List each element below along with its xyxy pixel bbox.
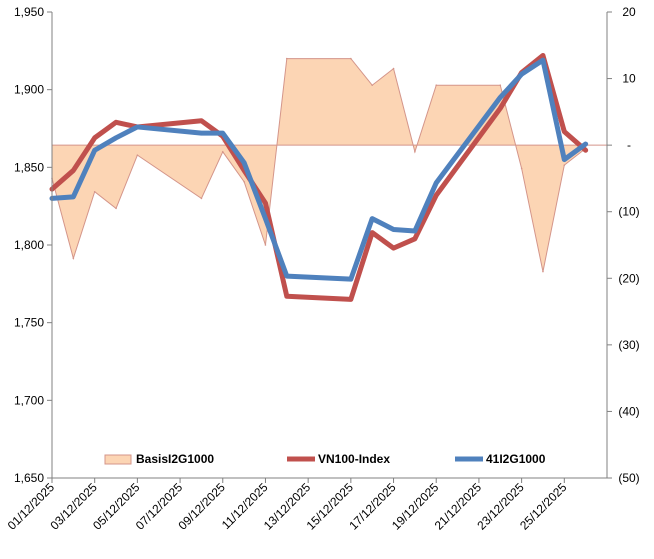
legend: BasisI2G1000 VN100-Index 41I2G1000 [104, 452, 546, 466]
41i2g1000-point [435, 182, 437, 184]
y-right-tick-label: (20) [618, 271, 639, 285]
vn100-index-point [94, 137, 96, 139]
vn100-index-point [371, 232, 373, 234]
basis-point [499, 84, 502, 87]
basis-point [542, 270, 544, 273]
y-left-tick-label: 1,800 [14, 238, 44, 252]
legend-label-41i2g1000: 41I2G1000 [486, 452, 546, 466]
41i2g1000-point [542, 59, 544, 61]
vn100-index-point [72, 169, 74, 171]
y-right-tick-label: (50) [618, 471, 639, 485]
basis-point [414, 151, 416, 153]
vn100-index-point [115, 121, 117, 123]
y-left-tick-label: 1,900 [14, 83, 44, 97]
41i2g1000-point [521, 73, 523, 75]
basis-point [350, 57, 352, 60]
41i2g1000-point [115, 137, 117, 139]
41i2g1000-point [136, 126, 138, 128]
vn100-index-point [264, 202, 266, 204]
y-right-tick-label: - [627, 138, 631, 152]
x-tick-label: 25/12/2025 [517, 480, 570, 533]
basis-point [264, 244, 267, 246]
vn100-index-point [435, 194, 437, 196]
basis-point [72, 257, 75, 260]
41i2g1000-point [264, 218, 266, 220]
series-lines-layer [49, 52, 589, 302]
legend-label-vn100-index: VN100-Index [318, 452, 390, 466]
basis-point [221, 151, 224, 153]
vn100-index-point [414, 238, 416, 240]
basis-point [563, 164, 566, 166]
vn100-index-point [499, 107, 501, 109]
y-left-tick-label: 1,750 [14, 316, 44, 330]
basis-point [520, 167, 523, 170]
vn100-index-point [286, 295, 288, 297]
41i2g1000-point [393, 228, 395, 230]
y-left-tick-label: 1,700 [14, 393, 44, 407]
41i2g1000-point [350, 278, 352, 280]
y-left-tick-label: 1,950 [14, 5, 44, 19]
41i2g1000-point [200, 132, 202, 134]
y-left-tick-label: 1,850 [14, 160, 44, 174]
legend-swatch-basisi2g1000 [104, 454, 132, 465]
basis-area-edge [51, 58, 586, 272]
y-right-tick-label: 10 [622, 72, 636, 86]
y-right-tick-label: 20 [622, 5, 636, 19]
41i2g1000-point [414, 230, 416, 232]
basis-point [371, 84, 373, 87]
basis-area-layer [51, 57, 587, 273]
legend-label-basisi2g1000: BasisI2G1000 [136, 452, 214, 466]
41i2g1000-line [49, 57, 589, 282]
vn100-index-point [585, 149, 587, 151]
vn100-index-point [563, 131, 565, 133]
41i2g1000-point [499, 96, 501, 98]
basis-point [243, 180, 245, 183]
y-right-tick-label: (30) [618, 338, 639, 352]
basis-point [93, 190, 96, 193]
41i2g1000-point [286, 275, 288, 277]
basis-point [286, 57, 288, 60]
basis-point [392, 67, 395, 70]
basis-point [115, 207, 117, 210]
y-right-tick-label: (40) [618, 404, 639, 418]
vn100-index-point [350, 298, 352, 300]
41i2g1000-point [243, 162, 245, 164]
vn100-index-point [393, 247, 395, 249]
basis-point [200, 197, 203, 200]
basis-point [435, 84, 438, 87]
basis-area [52, 58, 586, 272]
basis-point [136, 154, 139, 156]
41i2g1000-point [94, 149, 96, 151]
41i2g1000-point [72, 196, 74, 198]
vn100-index-point [542, 54, 544, 56]
41i2g1000-point [585, 143, 587, 145]
41i2g1000-point [222, 132, 224, 134]
y-right-tick-label: (10) [618, 205, 639, 219]
vn100-index-point [200, 120, 202, 122]
41i2g1000-point [563, 159, 565, 161]
y-left-tick-label: 1,650 [14, 471, 44, 485]
41i2g1000-point [371, 218, 373, 220]
